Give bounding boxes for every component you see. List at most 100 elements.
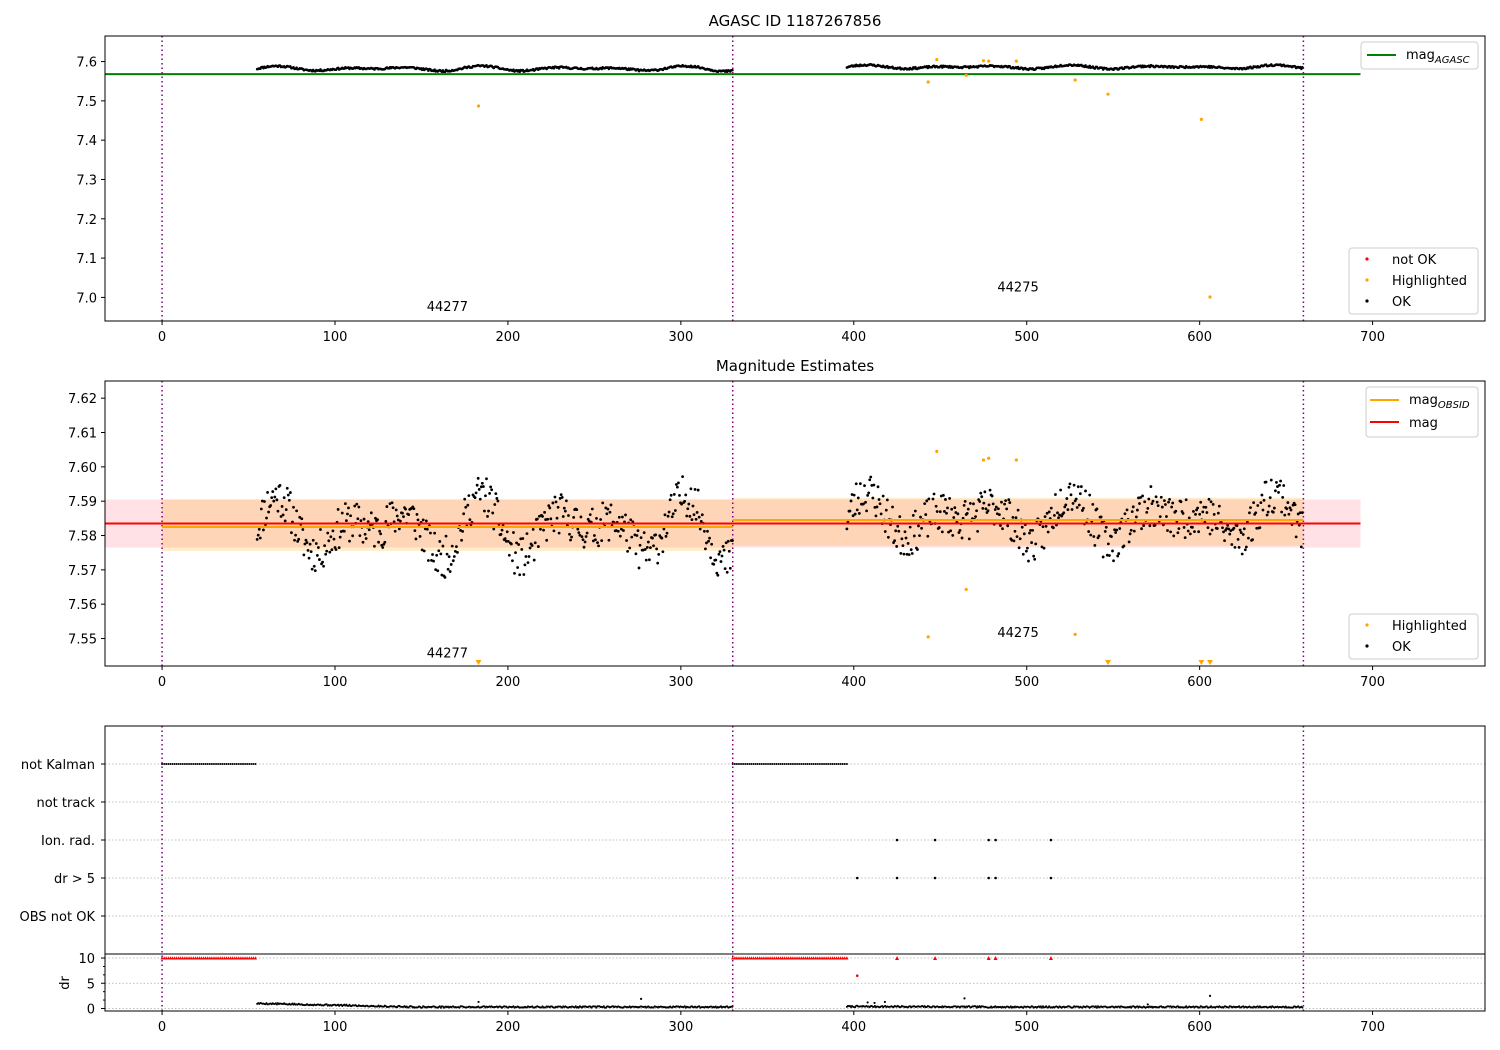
ok-point [1069,493,1073,497]
ok-point [654,533,658,537]
not-kalman-point [212,763,215,765]
not-kalman-point [173,763,176,765]
ok-point [1076,485,1080,489]
not-kalman-point [246,763,249,765]
ok-point [543,510,546,514]
ok-point [1046,530,1050,534]
ok-point [414,537,418,541]
ok-point [1012,539,1016,543]
ok-point [303,542,307,546]
offscale-marker [1198,660,1205,665]
ok-point [464,505,468,509]
estimates-title: Magnitude Estimates [716,357,874,375]
ok-point [582,545,586,549]
ok-point [318,558,321,561]
dr-gt-5-point [855,876,859,880]
ok-point [1176,531,1180,535]
ok-point [619,527,623,531]
not-kalman-point [237,763,240,765]
ok-point [514,551,517,554]
obsid-band [162,499,733,551]
capped-dr-marker [807,956,812,960]
capped-dr-marker [814,956,818,960]
dr-point [577,1006,580,1009]
ok-point [1249,506,1252,509]
ok-point [1020,525,1024,529]
capped-dr-marker [195,956,199,960]
ok-point [491,511,495,515]
capped-dr-marker [810,956,814,960]
ok-point [676,485,679,489]
ok-point [727,549,731,553]
capped-dr-marker [758,956,762,960]
ok-point [535,517,539,521]
ok-point [651,536,654,540]
ok-point [1029,528,1032,532]
ok-point [515,541,518,545]
ok-point [1075,506,1079,509]
ok-point [984,507,988,511]
ok-point [1251,538,1254,542]
capped-dr-marker [191,956,195,960]
ok-point [1015,535,1019,539]
ok-point [1112,559,1115,563]
capped-dr-marker [249,956,253,960]
ok-point [421,518,425,522]
ok-point [1267,504,1271,508]
ok-point [911,513,915,517]
ok-point [577,531,581,535]
ok-point [869,475,873,479]
not-kalman-point [239,763,242,765]
flag-category-label: not Kalman [21,758,95,773]
ok-point [972,502,975,506]
ok-point [624,513,627,517]
ok-point [702,529,706,533]
ok-point [357,505,361,509]
ok-point [309,550,313,554]
not-kalman-point [742,763,745,765]
ok-point [1268,496,1272,500]
not-kalman-point [254,763,257,765]
ok-point [1004,499,1008,503]
ok-point [1187,516,1191,520]
ok-point [594,538,597,542]
capped-dr-marker [793,956,797,960]
ok-point [1210,528,1214,532]
ok-point [630,535,634,539]
not-kalman-point [806,763,809,765]
agasc-title: AGASC ID 1187267856 [709,12,882,30]
ok-point [1162,499,1166,503]
ok-point [444,534,448,538]
ok-point [1225,527,1229,530]
capped-dr-marker [739,956,743,960]
y-tick-label: 0 [87,1002,95,1017]
ok-point [1041,525,1045,529]
ok-point [1001,527,1004,531]
ok-point [1092,535,1096,538]
not-kalman-point [196,763,199,765]
ok-point [1141,494,1144,498]
ok-point [473,496,477,500]
ok-point [496,499,500,503]
ok-point [1071,502,1075,505]
ion-rad-point [933,838,937,842]
ok-point [351,534,355,538]
ok-point [1000,500,1003,504]
ok-point [1089,533,1093,537]
offscale-marker [1105,660,1112,665]
ok-point [509,542,513,546]
ok-point [576,527,580,531]
ok-point [1204,505,1208,509]
not-kalman-point [777,763,780,765]
not-kalman-point [740,763,743,765]
ok-point [1149,485,1153,488]
ok-point [363,532,367,536]
ok-point [323,544,327,548]
ok-point [1183,536,1187,539]
ok-point [918,534,921,538]
ok-point [1164,503,1167,506]
ok-point [1111,549,1114,553]
ok-point [913,509,917,513]
ok-point [852,493,856,497]
x-tick-label: 600 [1187,675,1212,690]
